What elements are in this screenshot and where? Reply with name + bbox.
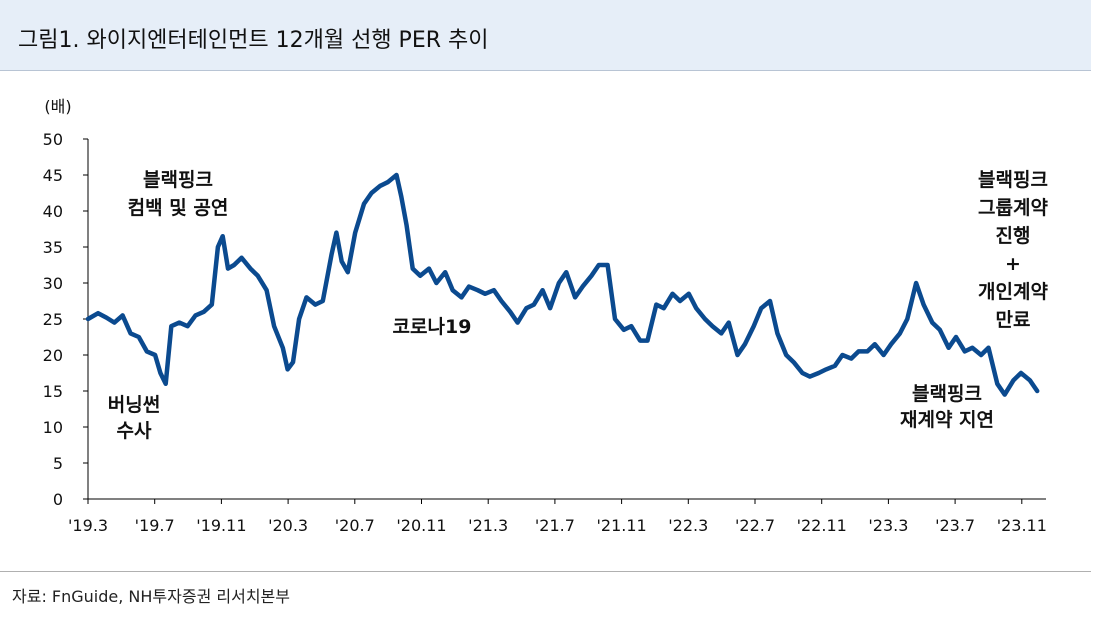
source-divider xyxy=(0,571,1091,572)
x-tick-label: '22.11 xyxy=(797,516,847,535)
annotation-text: 수사 xyxy=(117,420,152,442)
chart-title: 그림1. 와이지엔터테인먼트 12개월 선행 PER 추이 xyxy=(18,28,489,53)
annotation-text: 그룹계약 xyxy=(978,197,1048,219)
y-tick-label: 20 xyxy=(43,346,63,365)
x-tick-label: '20.7 xyxy=(335,516,375,535)
annotation-text: + xyxy=(1005,253,1021,275)
y-tick-label: 15 xyxy=(43,382,63,401)
annotation-text: 개인계약 xyxy=(978,281,1048,303)
x-tick-label: '19.3 xyxy=(68,516,108,535)
x-tick-label: '21.3 xyxy=(468,516,508,535)
x-tick-label: '19.11 xyxy=(196,516,246,535)
title-banner: 그림1. 와이지엔터테인먼트 12개월 선행 PER 추이 xyxy=(0,0,1091,71)
x-tick-label: '23.7 xyxy=(935,516,975,535)
y-tick-label: 40 xyxy=(43,202,63,221)
x-tick-label: '23.11 xyxy=(997,516,1047,535)
x-tick-label: '22.7 xyxy=(735,516,775,535)
x-tick-label: '20.11 xyxy=(396,516,446,535)
x-tick-label: '21.11 xyxy=(596,516,646,535)
annotation-text: 재계약 지연 xyxy=(900,409,994,431)
y-tick-label: 30 xyxy=(43,274,63,293)
x-tick-label: '19.7 xyxy=(135,516,175,535)
y-tick-label: 5 xyxy=(53,454,63,473)
y-tick-label: 45 xyxy=(43,166,63,185)
annotation-text: 만료 xyxy=(996,309,1031,331)
y-tick-label: 25 xyxy=(43,310,63,329)
annotation-text: 블랙핑크 xyxy=(143,169,213,191)
y-tick-label: 10 xyxy=(43,418,63,437)
x-tick-label: '20.3 xyxy=(268,516,308,535)
per-series-line xyxy=(85,172,1040,397)
x-tick-label: '22.3 xyxy=(668,516,708,535)
annotation-text: 진행 xyxy=(996,225,1031,247)
annotation-text: 컴백 및 공연 xyxy=(128,197,229,219)
y-axis-label: (배) xyxy=(44,97,71,116)
y-tick-label: 0 xyxy=(53,490,63,509)
annotation-text: 코로나19 xyxy=(393,316,472,338)
source-note: 자료: FnGuide, NH투자증권 리서치본부 xyxy=(12,587,290,606)
annotation-text: 버닝썬 xyxy=(108,394,160,416)
y-tick-label: 50 xyxy=(43,130,63,149)
annotation-text: 블랙핑크 xyxy=(978,169,1048,191)
y-tick-label: 35 xyxy=(43,238,63,257)
x-tick-label: '23.3 xyxy=(868,516,908,535)
annotation-text: 블랙핑크 xyxy=(912,383,982,405)
x-tick-label: '21.7 xyxy=(535,516,575,535)
